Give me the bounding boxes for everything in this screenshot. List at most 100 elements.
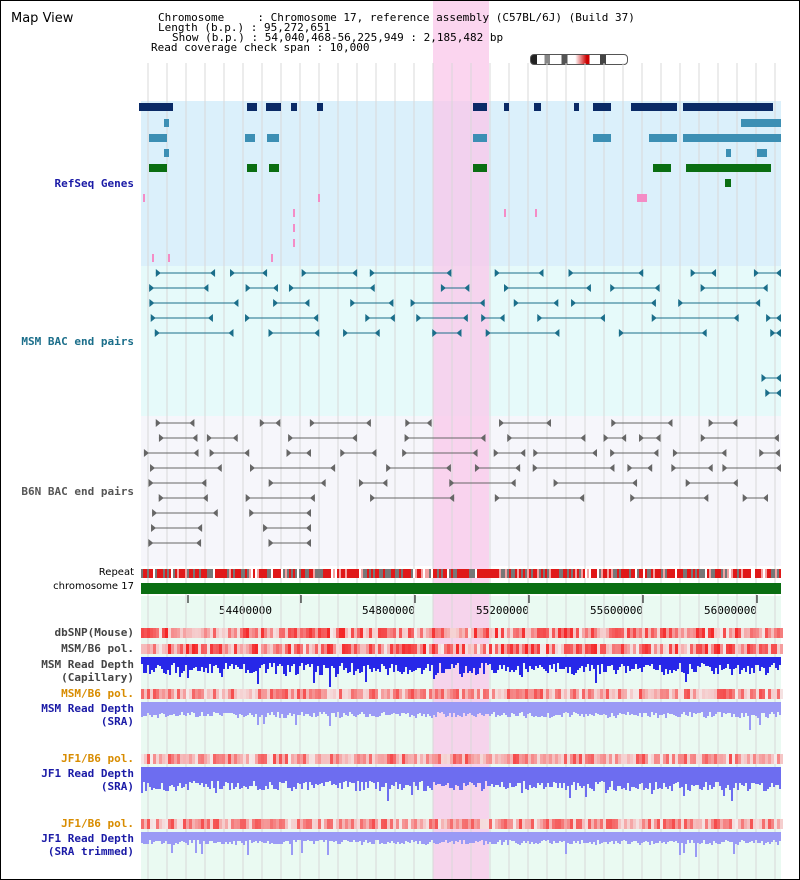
pol-strip-cell <box>198 754 201 764</box>
pol-strip-cell <box>741 689 744 699</box>
read-depth-bar <box>529 702 531 713</box>
read-depth-bar <box>315 832 317 841</box>
pol-strip-cell <box>255 689 258 699</box>
b6n-bac-pair-end <box>655 434 661 442</box>
pol-strip-cell <box>267 628 270 638</box>
pol-strip-cell <box>300 628 303 638</box>
pol-strip-cell <box>390 628 393 638</box>
b6n-bac-pair-end <box>370 494 376 502</box>
read-depth-bar <box>689 657 691 664</box>
pol-strip-cell <box>444 628 447 638</box>
pol-strip-cell <box>594 754 597 764</box>
read-depth-bar <box>591 657 593 665</box>
read-depth-bar <box>205 702 207 716</box>
pol-strip-cell <box>318 644 321 654</box>
read-depth-bar <box>295 767 297 789</box>
read-depth-bar <box>671 702 673 714</box>
read-depth-bar <box>167 702 169 716</box>
pol-strip-cell <box>573 628 576 638</box>
read-depth-bar <box>333 702 335 713</box>
read-depth-bar <box>283 832 285 842</box>
pol-strip-cell <box>741 644 744 654</box>
b6n-bac-pair-end <box>426 419 432 427</box>
pol-strip-cell <box>231 754 234 764</box>
msm-bac-pair-end <box>389 314 395 322</box>
read-depth-bar <box>665 767 667 787</box>
pol-strip-cell <box>270 689 273 699</box>
read-depth-bar <box>211 832 213 841</box>
pol-strip-cell <box>186 689 189 699</box>
pol-strip-cell <box>651 644 654 654</box>
repeat-mark <box>187 569 189 578</box>
pol-strip-cell <box>534 689 537 699</box>
b6n-bac-pair-end <box>155 419 161 427</box>
pol-strip-cell <box>492 819 495 829</box>
read-depth-bar <box>677 657 679 669</box>
pol-strip-cell <box>195 819 198 829</box>
pol-strip-cell <box>543 689 546 699</box>
read-depth-bar <box>179 767 181 783</box>
read-depth-bar <box>141 702 143 717</box>
read-depth-bar <box>229 702 231 713</box>
read-depth-bar <box>557 767 559 788</box>
pol-strip-cell <box>498 819 501 829</box>
msm-bac-pair-end <box>150 314 156 322</box>
axis-tick-label-5: 56000000 <box>704 604 757 617</box>
pol-strip-cell <box>540 819 543 829</box>
read-depth-bar <box>489 657 491 664</box>
read-depth-bar <box>271 657 273 667</box>
read-depth-bar <box>743 832 745 841</box>
read-depth-bar <box>257 767 259 790</box>
pol-strip-cell <box>675 628 678 638</box>
pol-strip-cell <box>447 689 450 699</box>
read-depth-bar <box>297 832 299 840</box>
pol-strip-cell <box>651 754 654 764</box>
read-depth-bar <box>771 702 773 712</box>
pol-strip-cell <box>327 628 330 638</box>
pol-strip-cell <box>378 644 381 654</box>
read-depth-bar <box>487 657 489 665</box>
read-depth-bar <box>429 767 431 788</box>
pol-strip-cell <box>321 628 324 638</box>
msm-bac-pair-end <box>753 269 759 277</box>
read-depth-bar <box>365 702 367 717</box>
read-depth-bar <box>511 702 513 713</box>
pol-strip-cell <box>342 819 345 829</box>
read-depth-bar <box>285 657 287 676</box>
pol-strip-cell <box>339 644 342 654</box>
pol-strip-cell <box>261 754 264 764</box>
read-depth-bar <box>463 702 465 713</box>
pol-strip-cell <box>204 754 207 764</box>
repeat-mark <box>331 569 333 578</box>
read-depth-bar <box>155 702 157 715</box>
read-depth-bar <box>517 767 519 783</box>
read-depth-bar <box>551 832 553 844</box>
selection-highlight[interactable] <box>433 1 489 879</box>
pol-strip-cell <box>144 628 147 638</box>
read-depth-bar <box>489 702 491 716</box>
pol-strip-cell <box>252 689 255 699</box>
read-depth-bar <box>667 657 669 674</box>
repeat-mark <box>497 569 499 578</box>
pol-strip-cell <box>705 644 708 654</box>
pol-strip-cell <box>534 754 537 764</box>
read-depth-bar <box>159 767 161 789</box>
pol-strip-cell <box>183 819 186 829</box>
read-depth-bar <box>449 657 451 669</box>
read-depth-bar <box>419 767 421 782</box>
read-depth-bar <box>165 832 167 841</box>
read-depth-bar <box>249 767 251 786</box>
repeat-mark <box>241 569 243 578</box>
pol-strip-cell <box>462 689 465 699</box>
chromosome-ideogram[interactable] <box>530 54 628 65</box>
read-depth-bar <box>397 702 399 714</box>
repeat-mark <box>761 569 763 578</box>
read-depth-bar <box>371 767 373 782</box>
pol-strip-cell <box>330 689 333 699</box>
pol-strip-cell <box>189 644 192 654</box>
read-depth-bar <box>709 767 711 785</box>
read-depth-bar <box>349 657 351 672</box>
read-depth-bar <box>447 832 449 843</box>
repeat-mark <box>387 569 389 578</box>
